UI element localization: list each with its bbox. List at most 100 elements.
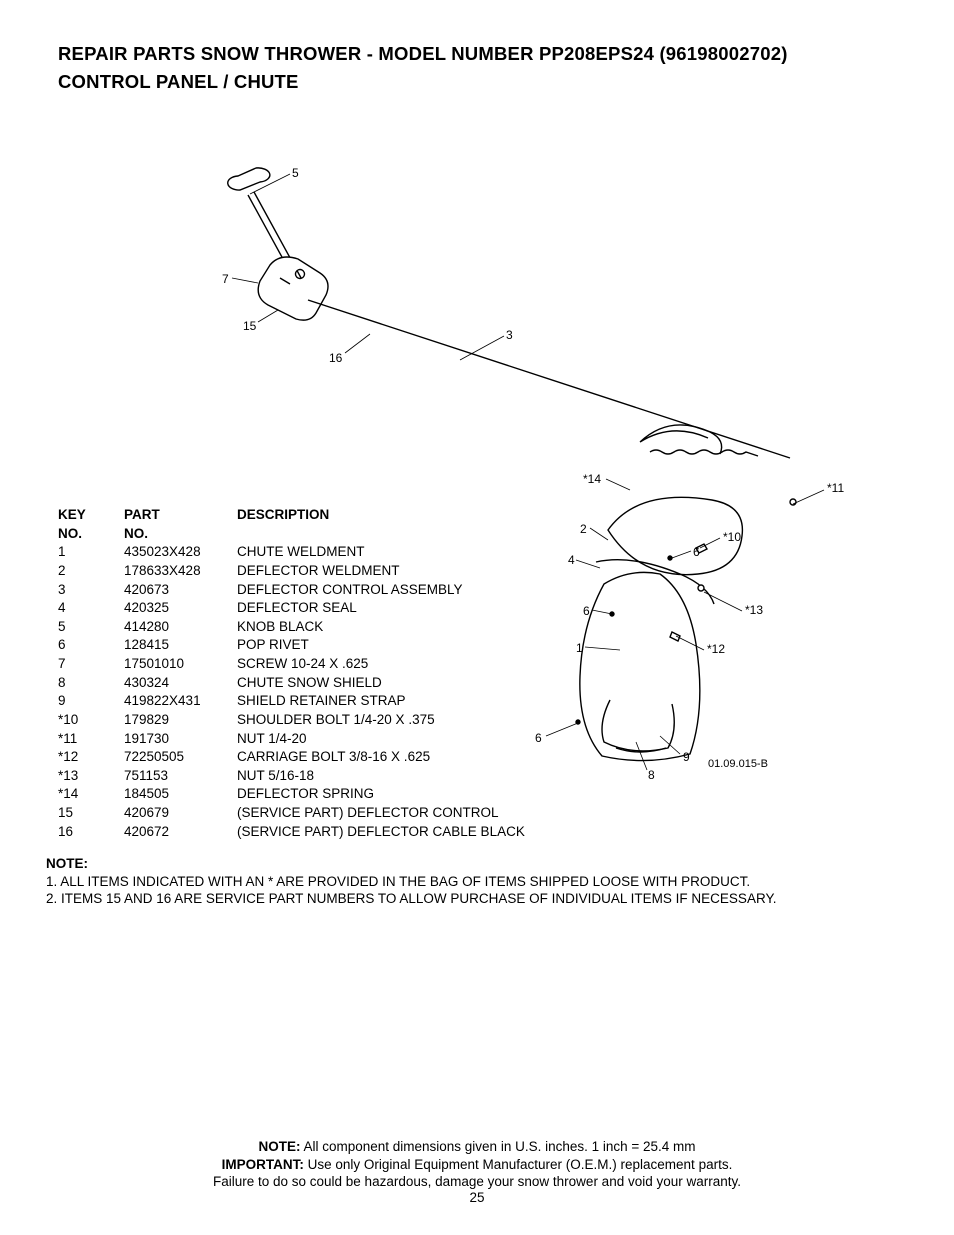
cell-desc: DEFLECTOR SPRING [237, 785, 525, 804]
leader-line [590, 528, 608, 540]
diagram-reference: 01.09.015-B [708, 758, 768, 770]
cell-desc: (SERVICE PART) DEFLECTOR CABLE BLACK [237, 823, 525, 842]
table-row: *10179829SHOULDER BOLT 1/4-20 X .375 [58, 711, 525, 730]
notes-block: NOTE: 1. ALL ITEMS INDICATED WITH AN * A… [46, 855, 924, 908]
callout-label: *13 [745, 603, 763, 617]
leader-line [606, 479, 630, 490]
cell-key: *14 [58, 785, 124, 804]
cell-key: 15 [58, 804, 124, 823]
callout-label: 6 [693, 545, 700, 559]
callout-label: 6 [583, 604, 590, 618]
note-1: 1. ALL ITEMS INDICATED WITH AN * ARE PRO… [46, 873, 924, 891]
callout-label: 9 [683, 750, 690, 764]
table-row: 4420325DEFLECTOR SEAL [58, 599, 525, 618]
leader-line [546, 723, 578, 736]
cell-desc: DEFLECTOR CONTROL ASSEMBLY [237, 581, 525, 600]
table-row: 1435023X428CHUTE WELDMENT [58, 543, 525, 562]
cell-part: 184505 [124, 785, 237, 804]
cell-part: 414280 [124, 618, 237, 637]
cell-part: 420673 [124, 581, 237, 600]
callout-label: *14 [583, 472, 601, 486]
cell-desc: NUT 1/4-20 [237, 730, 525, 749]
note-2: 2. ITEMS 15 AND 16 ARE SERVICE PART NUMB… [46, 890, 924, 908]
table-row: *11191730NUT 1/4-20 [58, 730, 525, 749]
cell-part: 751153 [124, 767, 237, 786]
cell-part: 435023X428 [124, 543, 237, 562]
diagram-rod [308, 300, 790, 458]
cell-key: *12 [58, 748, 124, 767]
table-row: *14184505DEFLECTOR SPRING [58, 785, 525, 804]
cell-key: 5 [58, 618, 124, 637]
cell-desc: SHIELD RETAINER STRAP [237, 692, 525, 711]
cell-key: 7 [58, 655, 124, 674]
cell-desc: CHUTE WELDMENT [237, 543, 525, 562]
footer-block: NOTE: All component dimensions given in … [0, 1138, 954, 1191]
cell-desc: KNOB BLACK [237, 618, 525, 637]
table-row: 9419822X431SHIELD RETAINER STRAP [58, 692, 525, 711]
cell-desc: CHUTE SNOW SHIELD [237, 674, 525, 693]
note-label: NOTE: [46, 856, 88, 871]
callout-label: 16 [329, 351, 342, 365]
parts-table-header: KEY NO. PART NO. DESCRIPTION [58, 506, 525, 543]
cell-desc: (SERVICE PART) DEFLECTOR CONTROL [237, 804, 525, 823]
diagram-spring [650, 450, 758, 456]
cell-part: 178633X428 [124, 562, 237, 581]
footer-important-text: Use only Original Equipment Manufacturer… [304, 1157, 732, 1172]
cell-key: *11 [58, 730, 124, 749]
header-desc: DESCRIPTION [237, 506, 525, 543]
cell-key: 9 [58, 692, 124, 711]
cell-key: *13 [58, 767, 124, 786]
parts-list: KEY NO. PART NO. DESCRIPTION 1435023X428… [58, 506, 525, 841]
footer-note-label: NOTE: [258, 1139, 300, 1154]
callout-label: 8 [648, 768, 655, 782]
cell-desc: CARRIAGE BOLT 3/8-16 X .625 [237, 748, 525, 767]
cell-part: 419822X431 [124, 692, 237, 711]
cell-part: 128415 [124, 636, 237, 655]
table-row: 5414280KNOB BLACK [58, 618, 525, 637]
header-key: KEY NO. [58, 506, 124, 543]
diagram-nut11 [790, 499, 796, 505]
callout-label: 6 [535, 731, 542, 745]
leader-line [704, 592, 742, 611]
cell-key: 1 [58, 543, 124, 562]
callout-label: *10 [723, 530, 741, 544]
cell-part: 191730 [124, 730, 237, 749]
cell-desc: NUT 5/16-18 [237, 767, 525, 786]
page-number: 25 [0, 1190, 954, 1205]
header-part: PART NO. [124, 506, 237, 543]
footer-warning: Failure to do so could be hazardous, dam… [0, 1173, 954, 1191]
callout-label: 5 [292, 166, 299, 180]
footer-note-text: All component dimensions given in U.S. i… [300, 1139, 695, 1154]
footer-important-label: IMPORTANT: [222, 1157, 304, 1172]
cell-part: 17501010 [124, 655, 237, 674]
callout-label: 15 [243, 319, 256, 333]
leader-line [793, 490, 824, 504]
cell-part: 179829 [124, 711, 237, 730]
callout-label: *12 [707, 642, 725, 656]
callout-label: 3 [506, 328, 513, 342]
cell-desc: POP RIVET [237, 636, 525, 655]
table-row: 717501010SCREW 10-24 X .625 [58, 655, 525, 674]
table-row: 15420679(SERVICE PART) DEFLECTOR CONTROL [58, 804, 525, 823]
callout-label: 7 [222, 272, 229, 286]
cell-part: 420325 [124, 599, 237, 618]
diagram-nut13 [698, 585, 704, 591]
diagram-knob [228, 168, 270, 190]
cell-key: 16 [58, 823, 124, 842]
table-row: *1272250505CARRIAGE BOLT 3/8-16 X .625 [58, 748, 525, 767]
cell-part: 72250505 [124, 748, 237, 767]
callout-label: 4 [568, 553, 575, 567]
cell-part: 420672 [124, 823, 237, 842]
cell-key: 4 [58, 599, 124, 618]
table-row: 6128415POP RIVET [58, 636, 525, 655]
cell-part: 420679 [124, 804, 237, 823]
callout-label: *11 [827, 481, 844, 495]
callout-label: 2 [580, 522, 587, 536]
table-row: *13751153NUT 5/16-18 [58, 767, 525, 786]
table-row: 2178633X428DEFLECTOR WELDMENT [58, 562, 525, 581]
leader-line [232, 278, 258, 283]
cell-part: 430324 [124, 674, 237, 693]
cell-desc: DEFLECTOR WELDMENT [237, 562, 525, 581]
leader-line [258, 310, 278, 322]
cell-key: 3 [58, 581, 124, 600]
